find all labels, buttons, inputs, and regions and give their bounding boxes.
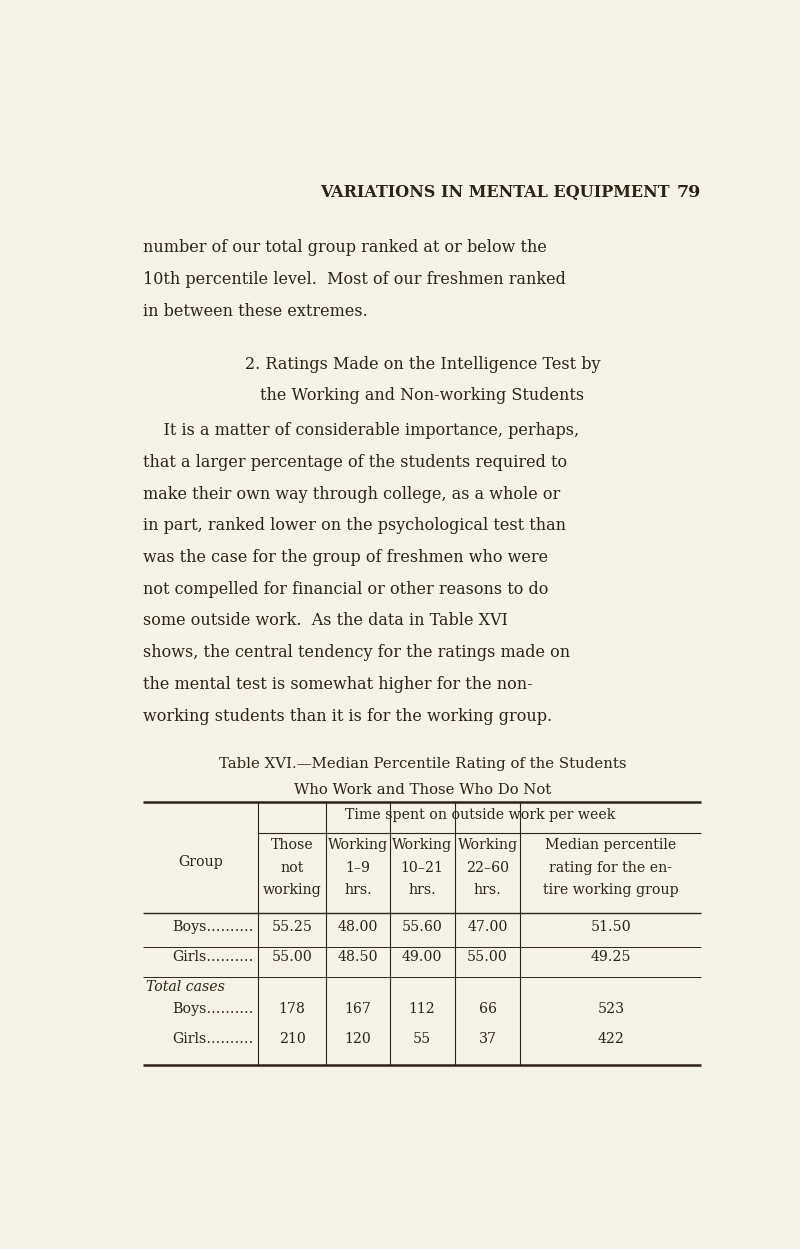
Text: Table XVI.—Median Percentile Rating of the Students: Table XVI.—Median Percentile Rating of t… (218, 757, 626, 771)
Text: make their own way through college, as a whole or: make their own way through college, as a… (143, 486, 561, 502)
Text: in part, ranked lower on the psychological test than: in part, ranked lower on the psychologic… (143, 517, 566, 535)
Text: 48.50: 48.50 (338, 950, 378, 964)
Text: 10th percentile level.  Most of our freshmen ranked: 10th percentile level. Most of our fresh… (143, 271, 566, 289)
Text: 55.00: 55.00 (272, 950, 313, 964)
Text: Boys……….: Boys………. (172, 921, 254, 934)
Text: Total cases: Total cases (146, 980, 226, 994)
Text: rating for the en-: rating for the en- (550, 861, 672, 874)
Text: shows, the central tendency for the ratings made on: shows, the central tendency for the rati… (143, 644, 570, 661)
Text: Who Work and Those Who Do Not: Who Work and Those Who Do Not (294, 783, 551, 797)
Text: working: working (263, 883, 322, 897)
Text: 48.00: 48.00 (338, 921, 378, 934)
Text: Group: Group (178, 856, 223, 869)
Text: 1–9: 1–9 (346, 861, 370, 874)
Text: Those: Those (271, 838, 314, 853)
Text: 422: 422 (598, 1032, 624, 1045)
Text: 55.25: 55.25 (272, 921, 313, 934)
Text: 37: 37 (478, 1032, 497, 1045)
Text: Time spent on outside work per week: Time spent on outside work per week (345, 808, 615, 822)
Text: 51.50: 51.50 (590, 921, 631, 934)
Text: Boys……….: Boys………. (172, 1002, 254, 1017)
Text: 55: 55 (413, 1032, 431, 1045)
Text: Girls……….: Girls………. (173, 950, 254, 964)
Text: 178: 178 (278, 1002, 306, 1017)
Text: Working: Working (458, 838, 518, 853)
Text: not: not (281, 861, 304, 874)
Text: 55.60: 55.60 (402, 921, 442, 934)
Text: Working: Working (328, 838, 388, 853)
Text: 22–60: 22–60 (466, 861, 509, 874)
Text: hrs.: hrs. (344, 883, 372, 897)
Text: 167: 167 (345, 1002, 371, 1017)
Text: 49.25: 49.25 (590, 950, 631, 964)
Text: tire working group: tire working group (543, 883, 678, 897)
Text: was the case for the group of freshmen who were: was the case for the group of freshmen w… (143, 550, 549, 566)
Text: in between these extremes.: in between these extremes. (143, 302, 368, 320)
Text: 79: 79 (677, 184, 702, 201)
Text: Girls……….: Girls………. (173, 1032, 254, 1045)
Text: 120: 120 (345, 1032, 371, 1045)
Text: 112: 112 (409, 1002, 435, 1017)
Text: 523: 523 (598, 1002, 625, 1017)
Text: 2. Ratings Made on the Intelligence Test by: 2. Ratings Made on the Intelligence Test… (245, 356, 600, 372)
Text: working students than it is for the working group.: working students than it is for the work… (143, 708, 553, 724)
Text: Median percentile: Median percentile (546, 838, 677, 853)
Text: some outside work.  As the data in Table XVI: some outside work. As the data in Table … (143, 612, 508, 629)
Text: 66: 66 (478, 1002, 497, 1017)
Text: not compelled for financial or other reasons to do: not compelled for financial or other rea… (143, 581, 549, 598)
Text: 55.00: 55.00 (467, 950, 508, 964)
Text: that a larger percentage of the students required to: that a larger percentage of the students… (143, 453, 567, 471)
Text: hrs.: hrs. (408, 883, 436, 897)
Text: number of our total group ranked at or below the: number of our total group ranked at or b… (143, 240, 547, 256)
Text: VARIATIONS IN MENTAL EQUIPMENT: VARIATIONS IN MENTAL EQUIPMENT (320, 184, 670, 201)
Text: 49.00: 49.00 (402, 950, 442, 964)
Text: 210: 210 (278, 1032, 306, 1045)
Text: It is a matter of considerable importance, perhaps,: It is a matter of considerable importanc… (143, 422, 579, 440)
Text: the Working and Non-working Students: the Working and Non-working Students (260, 387, 585, 405)
Text: 47.00: 47.00 (467, 921, 508, 934)
Text: Working: Working (392, 838, 452, 853)
Text: hrs.: hrs. (474, 883, 502, 897)
Text: 10–21: 10–21 (401, 861, 443, 874)
Text: the mental test is somewhat higher for the non-: the mental test is somewhat higher for t… (143, 676, 533, 693)
